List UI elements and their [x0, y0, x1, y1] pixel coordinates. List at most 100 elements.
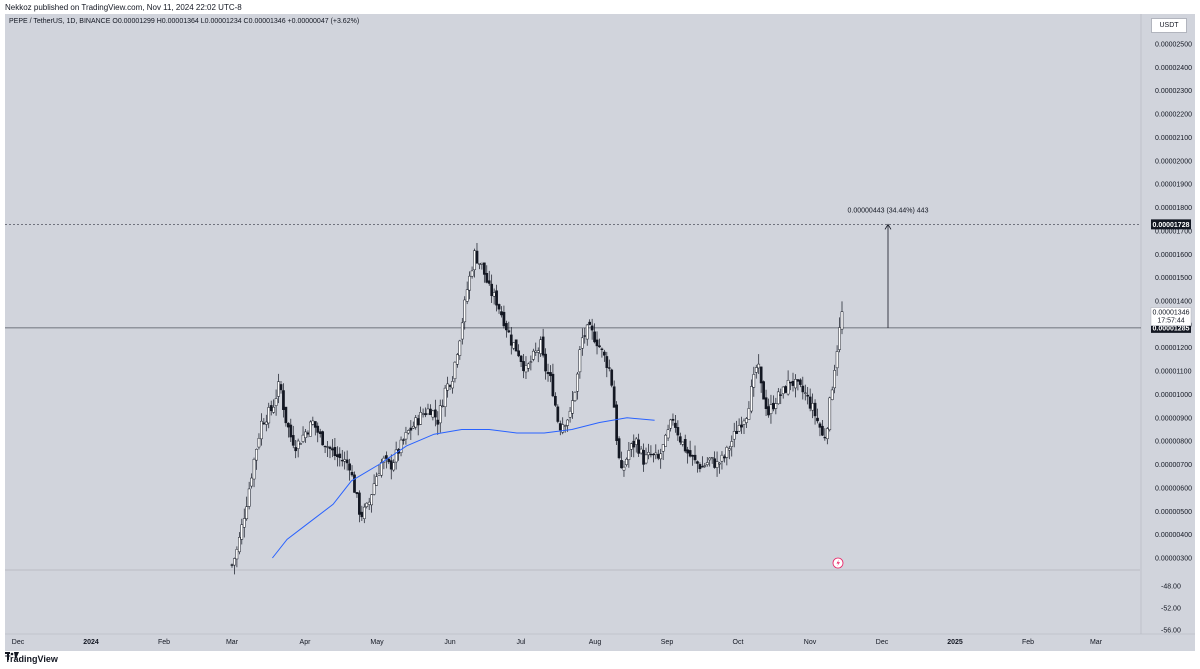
candle-body [353, 474, 356, 493]
candle-body [272, 406, 275, 413]
bar-countdown: 17:57:44 [1157, 318, 1184, 325]
level-price-label: 0.00001285 [1153, 325, 1190, 332]
price-tick-label: 0.00001000 [1155, 392, 1192, 399]
candle-body [598, 345, 601, 348]
candle-body [402, 439, 405, 441]
candle-body [497, 304, 501, 310]
candle-body [500, 311, 503, 316]
candle-body [642, 450, 645, 465]
candle-body [333, 447, 337, 456]
candle-body [524, 365, 528, 373]
candle-body [701, 466, 704, 468]
candle-body [536, 350, 540, 353]
candle-body [453, 361, 457, 380]
candle-body [600, 348, 604, 350]
chart-canvas[interactable]: 0.00002500 0.00002400 0.00002300 0.00002200… [5, 14, 1195, 651]
candle-body [737, 425, 741, 432]
candle-body [568, 410, 572, 418]
candle-body [686, 449, 690, 454]
candle-body [730, 441, 734, 447]
candle-body [505, 323, 508, 331]
candle-body [678, 436, 682, 443]
candle-body [431, 410, 435, 418]
candle-body [656, 454, 660, 459]
candle-body [328, 446, 332, 449]
price-tick-label: 0.00001900 [1155, 182, 1192, 189]
candle-body [818, 423, 822, 428]
candle-body [460, 322, 464, 340]
candle-body [769, 404, 773, 414]
candle-body [394, 449, 398, 463]
chart-frame[interactable]: 0.00002500 0.00002400 0.00002300 0.00002200… [5, 14, 1195, 651]
candle-body [446, 383, 449, 391]
candle-body [762, 381, 765, 400]
candle-body [713, 458, 716, 468]
candle-body [803, 392, 807, 394]
candle-body [304, 431, 307, 438]
candle-body [629, 443, 633, 450]
candle-body [490, 283, 494, 296]
candle-body [233, 558, 236, 566]
price-tick-label: 0.00001400 [1155, 299, 1192, 306]
candle-body [801, 385, 805, 393]
price-tick-label: 0.00000600 [1155, 485, 1192, 492]
time-tick-label: 2025 [947, 639, 963, 646]
candle-body [786, 380, 790, 395]
candle-body [323, 445, 327, 448]
candle-body [833, 370, 837, 389]
candle-body [522, 361, 525, 372]
candle-body [561, 424, 565, 433]
candle-body [465, 289, 469, 302]
candle-body [507, 330, 511, 333]
candle-body [527, 363, 530, 369]
candle-body [781, 386, 785, 394]
candle-body [627, 450, 631, 460]
footer: TradingView [5, 652, 58, 666]
candle-body [554, 396, 557, 406]
currency-unit-button[interactable]: USDT [1151, 18, 1187, 33]
publisher-text: Nekkoz published on TradingView.com, Nov… [5, 3, 242, 12]
candle-body [808, 396, 812, 409]
candle-body [529, 361, 533, 363]
candle-body [262, 422, 266, 425]
candle-body [625, 458, 628, 465]
candle-body [291, 435, 295, 446]
candle-body [784, 386, 788, 393]
candle-body [725, 447, 729, 458]
candle-body [723, 456, 726, 459]
candle-body [468, 275, 471, 291]
candle-body [409, 427, 413, 431]
candle-body [487, 280, 491, 284]
candle-body [830, 389, 834, 400]
candle-body [821, 425, 824, 436]
candle-body [306, 432, 310, 435]
price-tick-label: 0.00001800 [1155, 205, 1192, 212]
candle-body [348, 463, 351, 471]
candle-body [509, 334, 513, 346]
level-price-tag [1151, 219, 1191, 230]
candle-body [664, 434, 667, 447]
candle-body [799, 379, 802, 385]
candle-body [274, 398, 278, 406]
candle-body [318, 431, 322, 435]
price-tick-label: 0.00000900 [1155, 415, 1192, 422]
price-tick-label: 0.00000300 [1155, 556, 1192, 563]
candle-body [451, 381, 454, 389]
candle-body [644, 454, 648, 464]
price-tick-label: 0.00000700 [1155, 462, 1192, 469]
candle-body [806, 394, 810, 397]
candle-body [495, 290, 498, 306]
candle-body [345, 459, 349, 464]
candle-body [404, 432, 408, 440]
price-tick-label: 0.00002300 [1155, 88, 1192, 95]
candle-body [416, 418, 420, 426]
candle-body [436, 419, 440, 425]
candle-body [289, 424, 293, 438]
time-tick-label: May [370, 639, 384, 646]
candle-body [448, 385, 452, 387]
candle-body [482, 262, 486, 275]
candle-body [688, 450, 692, 457]
candle-body [659, 453, 663, 460]
candle-body [279, 384, 283, 391]
candle-body [492, 292, 496, 297]
